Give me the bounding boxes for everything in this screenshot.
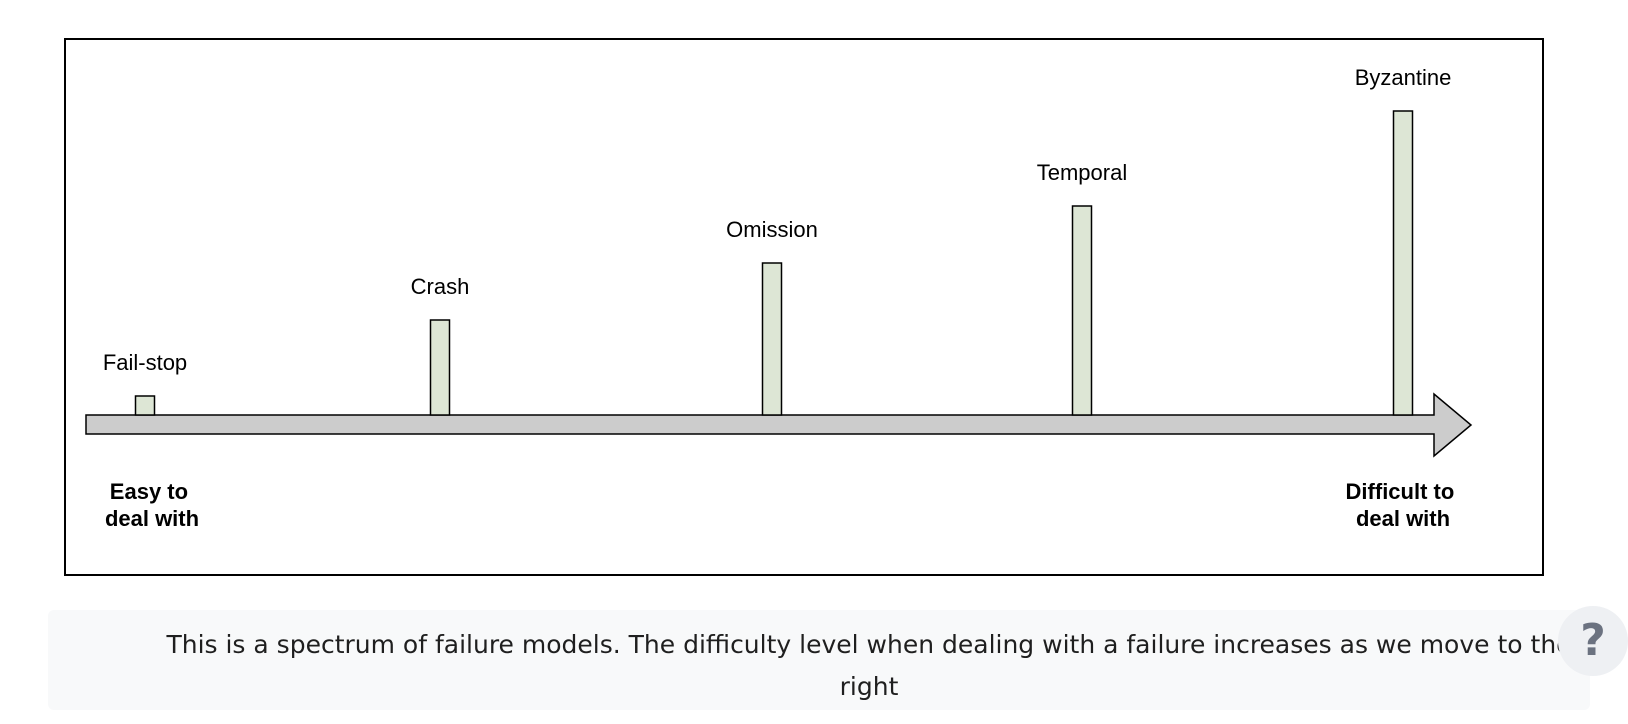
difficult-end-label: Difficult to deal with <box>1346 479 1461 531</box>
label-fail-stop: Fail-stop <box>103 350 187 375</box>
bar-fail-stop <box>134 395 156 416</box>
diagram-canvas: Fail-stopCrashOmissionTemporalByzantine … <box>85 65 1473 531</box>
bar-temporal <box>1071 205 1093 416</box>
bar-crash <box>429 319 451 416</box>
spectrum-arrow <box>85 392 1473 458</box>
bars-layer <box>134 110 1414 416</box>
caption-box: This is a spectrum of failure models. Th… <box>48 610 1590 710</box>
label-crash: Crash <box>411 274 470 299</box>
bar-omission <box>761 262 783 416</box>
label-byzantine: Byzantine <box>1355 65 1452 90</box>
help-button[interactable]: ? <box>1558 606 1628 676</box>
easy-end-label: Easy to deal with <box>105 479 199 531</box>
easy-end-label-line-2: deal with <box>105 506 199 531</box>
bar-byzantine <box>1392 110 1414 416</box>
label-omission: Omission <box>726 217 818 242</box>
label-temporal: Temporal <box>1037 160 1127 185</box>
question-mark-icon: ? <box>1580 615 1606 666</box>
failure-spectrum-diagram: Fail-stop Crash Omission Temporal Byzantine … <box>64 38 1544 576</box>
difficult-end-label-line-1: Difficult to <box>1346 479 1455 504</box>
labels-layer: Fail-stop Crash Omission Temporal Byzantine <box>103 65 1451 375</box>
easy-end-label-line-1: Easy to <box>110 479 188 504</box>
difficult-end-label-line-2: deal with <box>1356 506 1450 531</box>
caption-text: This is a spectrum of failure models. Th… <box>166 630 1572 701</box>
